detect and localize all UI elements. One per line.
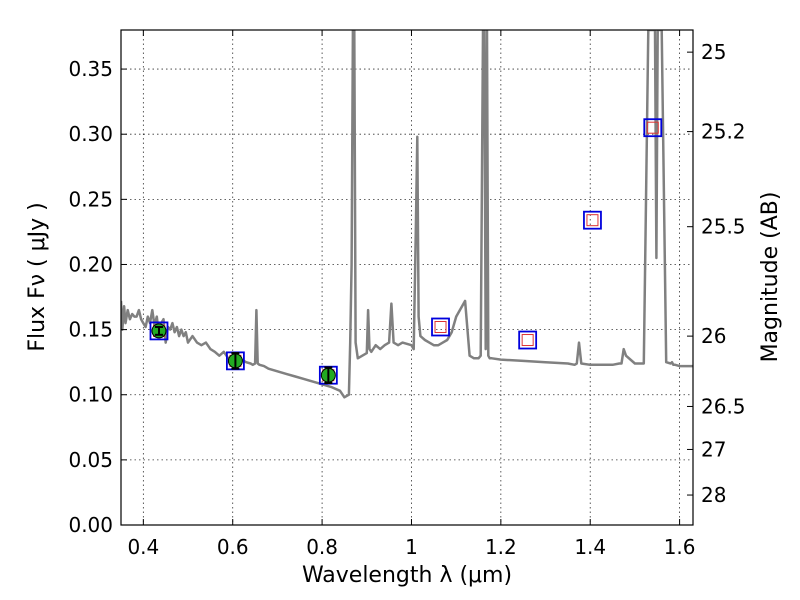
y2-tick-label: 25.2 <box>701 120 746 144</box>
y2-tick-label: 25 <box>701 40 726 64</box>
x-axis-label: Wavelength λ (μm) <box>302 563 512 588</box>
x-tick-label: 1.6 <box>664 535 696 559</box>
model-photometry-box <box>518 330 538 350</box>
plot-frame <box>120 29 694 526</box>
grid-lines <box>121 30 693 526</box>
y-axis-ticks: 0.00 0.05 0.10 0.15 0.20 0.25 0.30 0.35 <box>68 57 127 537</box>
x-tick-label: 0.6 <box>217 535 249 559</box>
y-axis-label: Flux Fν ( μJy ) <box>25 202 50 351</box>
y2-axis-ticks: 25 25.2 25.5 26 26.5 27 28 <box>687 40 746 507</box>
model-photometry-inner-box <box>434 321 447 333</box>
model-photometry-box <box>431 317 450 337</box>
x-tick-label: 1.4 <box>574 535 606 559</box>
photometry-points <box>149 118 663 385</box>
model-photometry-box <box>583 210 602 230</box>
y-tick-label: 0.05 <box>68 448 113 472</box>
x-tick-label: 1 <box>405 535 418 559</box>
x-tick-label: 0.4 <box>127 535 159 559</box>
y2-tick-label: 27 <box>701 437 726 461</box>
y-tick-label: 0.10 <box>68 383 113 407</box>
x-tick-label: 0.8 <box>306 535 338 559</box>
model-photometry-box <box>643 118 663 138</box>
model-spectrum-line <box>121 30 693 399</box>
model-photometry-inner-box <box>646 121 659 134</box>
y-tick-label: 0.15 <box>68 318 113 342</box>
x-axis-ticks: 0.4 0.6 0.8 1 1.2 1.4 1.6 <box>127 30 696 559</box>
y2-tick-label: 26 <box>701 324 726 348</box>
y-tick-label: 0.00 <box>68 513 113 537</box>
model-photometry-inner-box <box>521 334 534 347</box>
y-tick-label: 0.30 <box>68 122 113 146</box>
model-photometry-inner-box <box>586 214 599 227</box>
y-tick-label: 0.35 <box>68 57 113 81</box>
y2-tick-label: 25.5 <box>701 215 746 239</box>
model-photometry-box <box>149 321 169 341</box>
y-tick-label: 0.20 <box>68 252 113 276</box>
y2-tick-label: 26.5 <box>701 394 746 418</box>
y-tick-label: 0.25 <box>68 187 113 211</box>
x-tick-label: 1.2 <box>485 535 517 559</box>
y2-tick-label: 28 <box>701 483 726 507</box>
spectrum-layer <box>121 30 693 399</box>
y2-axis-label: Magnitude (AB) <box>758 192 783 363</box>
